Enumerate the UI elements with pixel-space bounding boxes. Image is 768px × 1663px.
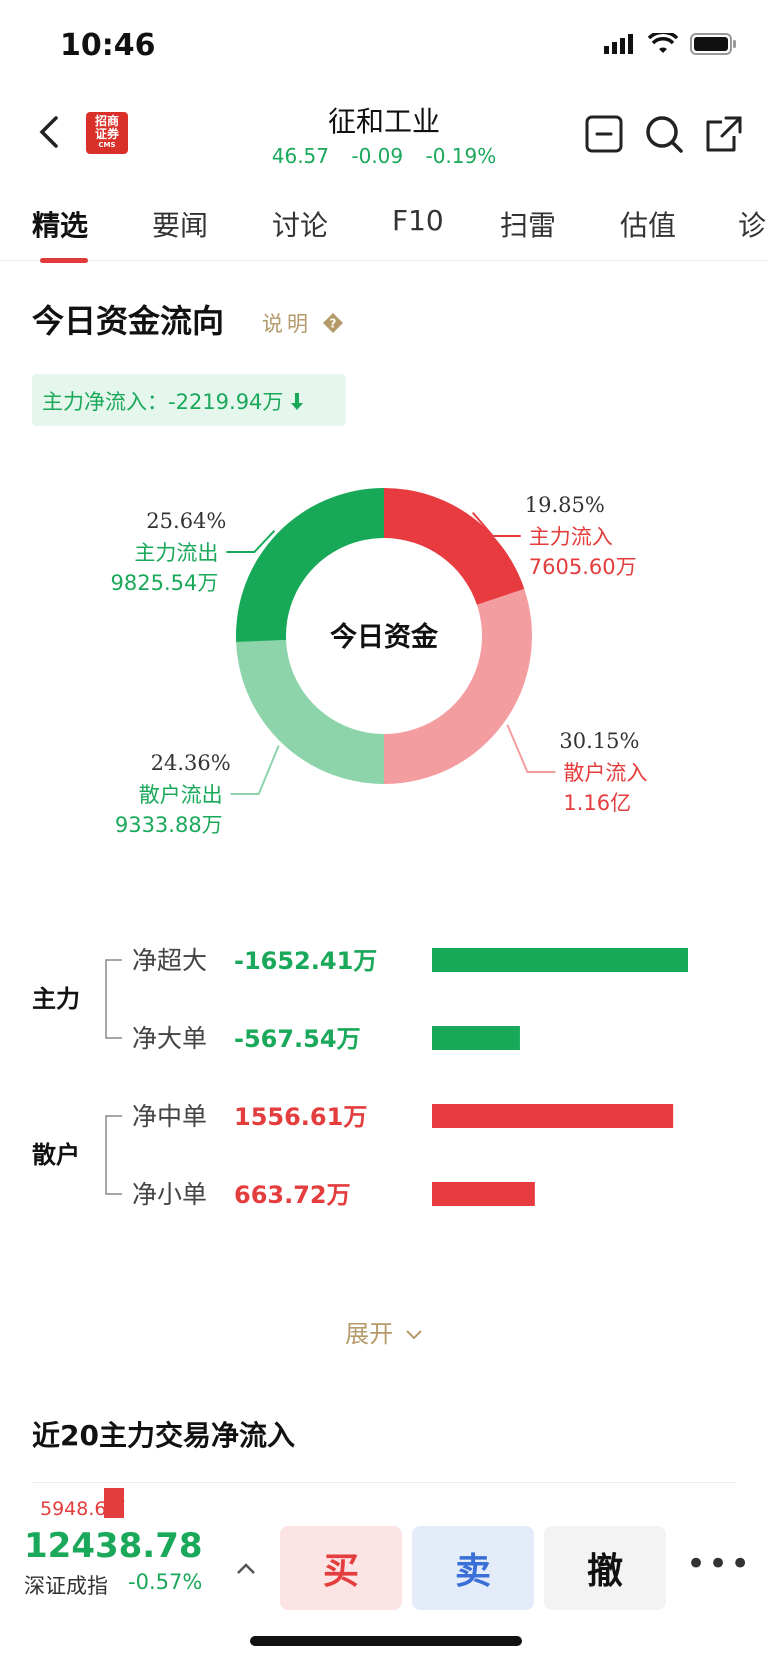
slice-amount-label: 1.16亿 [563, 791, 631, 815]
cancel-order-button[interactable]: 撤 [544, 1526, 666, 1610]
stock-change-pct: -0.19% [425, 144, 497, 168]
row-value: 1556.61万 [234, 1103, 367, 1131]
broker-logo: 招商 证券 CMS [86, 112, 128, 154]
group-label: 主力 [32, 985, 80, 1013]
share-icon[interactable] [704, 114, 744, 154]
tab-risk-scan[interactable]: 扫雷 [500, 209, 557, 242]
group-bracket [105, 1115, 122, 1195]
status-icons [604, 32, 738, 56]
net-bar [432, 1026, 520, 1050]
search-icon[interactable] [644, 114, 684, 154]
status-time: 10:46 [60, 28, 156, 63]
slice-name-label: 主力流出 [134, 541, 218, 565]
logo-text-mid: 证券 [94, 127, 119, 141]
leader-line [506, 724, 556, 773]
back-icon[interactable] [30, 112, 70, 152]
row-value: -1652.41万 [234, 947, 377, 975]
recent-first-bar [104, 1488, 124, 1518]
svg-text:?: ? [330, 317, 337, 331]
row-value: -567.54万 [234, 1025, 361, 1053]
net-inflow-text: 主力净流入：-2219.94万 [42, 386, 304, 416]
stock-name: 征和工业 [327, 105, 440, 138]
slice-pct-label: 24.36% [151, 751, 231, 775]
group-label: 散户 [32, 1141, 80, 1169]
row-label: 净中单 [132, 1102, 207, 1131]
signal-icon [604, 34, 633, 54]
fund-flow-donut-chart: 19.85% 主力流入 7605.60万 30.15% 散户流入 1.16亿 24.36% 散… [111, 488, 647, 837]
donut-slice [384, 488, 525, 605]
logo-text-bot: CMS [98, 141, 116, 149]
more-icon[interactable]: ••• [686, 1544, 753, 1584]
slice-pct-label: 19.85% [525, 493, 605, 517]
chevron-down-icon [406, 1330, 422, 1340]
slice-name-label: 散户流出 [139, 783, 223, 807]
slice-amount-label: 9333.88万 [115, 813, 223, 837]
row-label: 净小单 [132, 1180, 207, 1209]
minus-square-icon[interactable] [584, 114, 624, 154]
net-bar [432, 948, 688, 972]
wifi-icon [648, 33, 678, 53]
index-name[interactable]: 深证成指 [24, 1574, 108, 1598]
question-icon[interactable]: ? [322, 312, 344, 334]
row-label: 净大单 [132, 1024, 207, 1053]
net-inflow-badge [32, 374, 346, 426]
expand-button[interactable]: 展开 [0, 1314, 768, 1349]
chevron-up-icon[interactable] [236, 1562, 256, 1576]
slice-pct-label: 30.15% [559, 729, 639, 753]
recent-net-inflow-title: 近20主力交易净流入 [32, 1419, 295, 1452]
leader-line [472, 511, 521, 537]
donut-slice [236, 639, 384, 784]
donut-slice [236, 488, 384, 642]
logo-text-top: 招商 [94, 114, 119, 128]
donut-center-label: 今日资金 [330, 621, 439, 653]
stock-price: 46.57 [271, 144, 330, 168]
active-tab-indicator [40, 258, 88, 263]
slice-amount-label: 9825.54万 [111, 571, 219, 595]
tab-featured[interactable]: 精选 [32, 209, 89, 242]
stock-quote: 46.57 -0.09 -0.19% [0, 144, 768, 168]
index-change: -0.57% [128, 1570, 203, 1594]
index-value[interactable]: 12438.78 [24, 1526, 203, 1566]
sell-button[interactable]: 卖 [412, 1526, 534, 1610]
leader-line [230, 745, 280, 795]
slice-name-label: 散户流入 [563, 761, 647, 785]
home-indicator [250, 1636, 522, 1646]
tab-valuation[interactable]: 估值 [620, 209, 677, 242]
buy-button[interactable]: 买 [280, 1526, 402, 1610]
tab-bar: 精选 要闻 讨论 F10 扫雷 估值 诊 [0, 190, 768, 261]
row-value: 663.72万 [234, 1181, 351, 1209]
tab-diagnosis[interactable]: 诊 [738, 209, 767, 242]
group-bracket [105, 959, 122, 1039]
battery-icon [690, 33, 736, 55]
slice-pct-label: 25.64% [146, 509, 226, 533]
fund-flow-title: 今日资金流向 [32, 302, 225, 340]
slice-name-label: 主力流入 [529, 525, 613, 549]
tab-f10[interactable]: F10 [392, 204, 444, 237]
stock-change: -0.09 [351, 144, 404, 168]
down-arrow-icon [291, 393, 304, 410]
net-bar [432, 1104, 674, 1128]
expand-label: 展开 [345, 1320, 394, 1348]
tab-news[interactable]: 要闻 [152, 209, 209, 242]
recent-inflow-chart [32, 1482, 736, 1523]
net-bar [432, 1182, 535, 1206]
row-label: 净超大 [132, 946, 207, 975]
net-inflow-label: 主力净流入：-2219.94万 [42, 390, 284, 414]
slice-amount-label: 7605.60万 [529, 555, 637, 579]
tab-discussion[interactable]: 讨论 [272, 209, 329, 242]
donut-slice [384, 588, 532, 784]
explain-link[interactable]: 说明 [262, 312, 312, 336]
leader-line [226, 530, 276, 553]
